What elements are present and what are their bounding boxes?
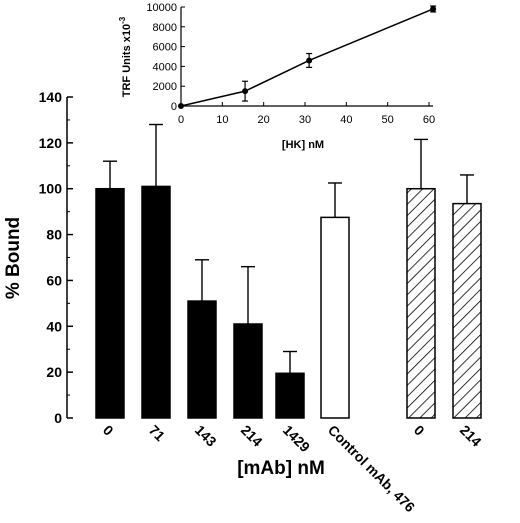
inset-y-axis-title: TRF Units x10-3 (118, 16, 133, 97)
inset-x-tick-label-2: 20 (258, 114, 270, 126)
y-axis-title: % Bound (3, 217, 24, 299)
x-tick-label-1: 71 (146, 422, 168, 444)
y-tick-label-4: 80 (46, 227, 62, 243)
inset-point-1 (242, 88, 249, 95)
inset-point-3 (430, 5, 437, 12)
inset-point-2 (306, 57, 313, 64)
x-tick-label-7: 214 (457, 422, 485, 450)
bar-4 (275, 372, 305, 419)
inset-x-tick-label-4: 40 (340, 114, 352, 126)
inset-x-tick-label-5: 50 (382, 114, 394, 126)
inset-y-tick-label-5: 10000 (146, 2, 177, 14)
inset-point-0 (178, 103, 184, 109)
x-tick-label-2: 143 (192, 422, 220, 450)
inset-x-tick-label-3: 30 (299, 114, 311, 126)
inset-series (178, 5, 437, 109)
y-tick-label-1: 20 (46, 364, 62, 380)
y-tick-label-5: 100 (39, 181, 63, 197)
inset-line-chart: 0 2000 4000 6000 8000 10000 0 10 20 30 40 50 60 TRF … (118, 2, 437, 151)
inset-y-tick-label-3: 6000 (153, 42, 177, 54)
x-tick-label-6: 0 (411, 422, 428, 439)
inset-series-line (180, 8, 434, 107)
bar-3 (233, 323, 263, 419)
inset-y-tick-label-4: 8000 (153, 22, 177, 34)
bar-0 (95, 187, 125, 419)
x-tick-label-5: Control mAb, 476 (325, 422, 418, 515)
inset-x-tick-label-1: 10 (216, 114, 228, 126)
bar-group (95, 123, 482, 419)
y-tick-label-2: 40 (46, 318, 62, 334)
x-tick-label-4: 1429 (280, 422, 313, 455)
inset-y-tick-label-1: 2000 (153, 81, 177, 93)
bar-2 (187, 300, 217, 419)
bar-6 (406, 187, 436, 419)
inset-y-tick-label-0: 0 (171, 101, 177, 113)
y-tick-label-0: 0 (54, 410, 62, 426)
x-tick-label-3: 214 (238, 422, 266, 450)
x-axis-title: [mAb] nM (237, 458, 325, 479)
y-tick-label-3: 60 (46, 272, 62, 288)
inset-x-tick-label-6: 60 (423, 114, 435, 126)
y-tick-label-6: 120 (39, 135, 63, 151)
inset-y-axis-title-superscript: -3 (118, 16, 127, 24)
bar-7 (452, 202, 482, 419)
bar-1 (141, 185, 171, 419)
inset-x-tick-label-0: 0 (178, 114, 184, 126)
inset-x-axis-title: [HK] nM (282, 139, 324, 151)
inset-axes: 0 2000 4000 6000 8000 10000 0 10 20 30 40 50 60 (146, 2, 435, 126)
y-tick-label-7: 140 (39, 89, 63, 105)
bar-5 (320, 216, 350, 419)
x-tick-label-0: 0 (100, 422, 117, 439)
inset-y-tick-label-2: 4000 (153, 61, 177, 73)
